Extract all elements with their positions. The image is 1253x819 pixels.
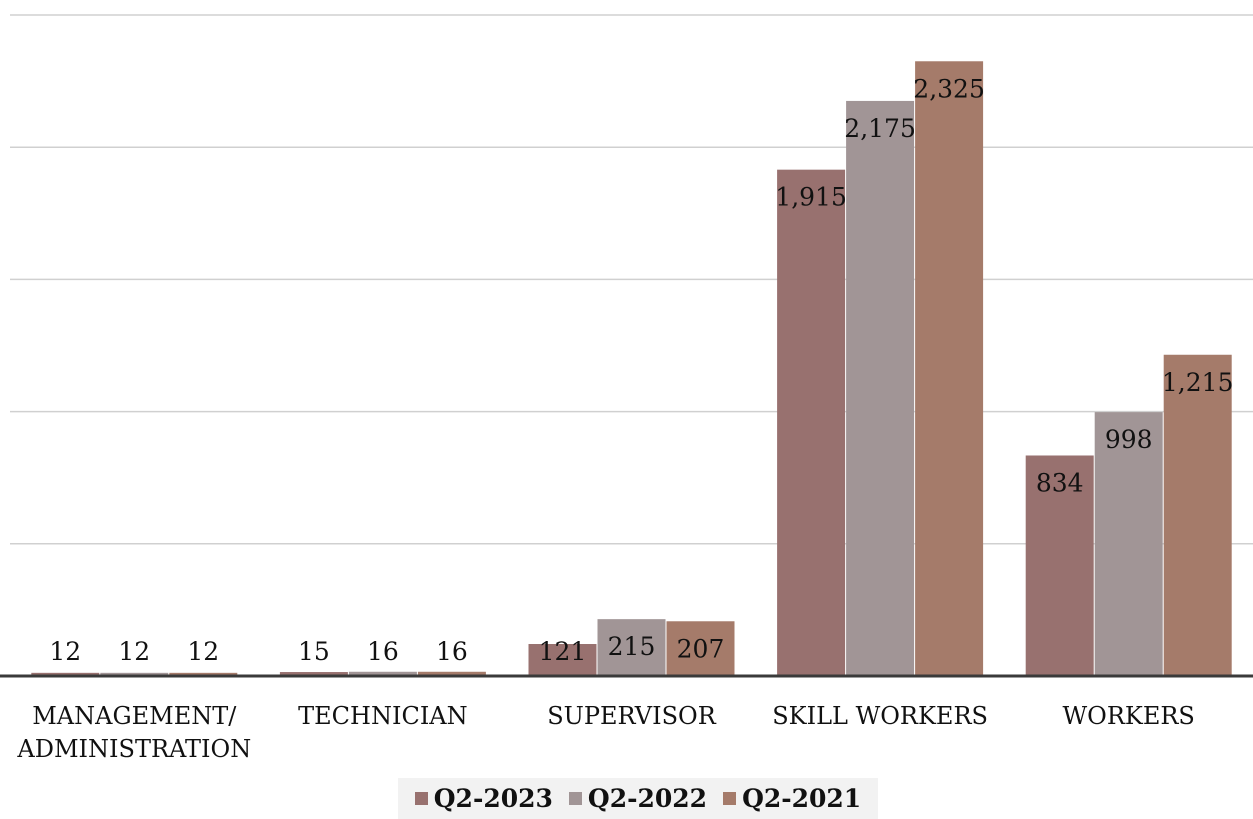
bar	[1025, 455, 1094, 676]
category-label: SKILL WORKERS	[772, 702, 988, 730]
bar	[846, 100, 915, 677]
data-label: 2,325	[913, 74, 985, 103]
bar	[100, 672, 169, 676]
data-label: 12	[118, 637, 150, 666]
data-label: 1,915	[775, 183, 847, 212]
category-label: WORKERS	[1063, 702, 1195, 730]
bar	[666, 621, 735, 676]
legend-item: Q2-2022	[568, 784, 708, 813]
bar	[915, 61, 984, 676]
legend-label: Q2-2022	[587, 784, 708, 813]
data-label: 12	[187, 637, 219, 666]
bar-chart: 12 12 12 MANAGEMENT/ADMINISTRATION 15 16 16 TEC…	[0, 14, 1253, 763]
category-label: SUPERVISOR	[547, 702, 716, 730]
data-label: 207	[677, 634, 725, 663]
legend-label: Q2-2021	[742, 784, 862, 813]
category-label: MANAGEMENT/ADMINISTRATION	[16, 702, 251, 763]
legend-item: Q2-2023	[414, 784, 553, 813]
legend-swatch	[568, 792, 582, 805]
bar	[1094, 412, 1163, 676]
data-label: 15	[298, 637, 330, 666]
data-label: 998	[1105, 425, 1153, 454]
data-label: 12	[49, 637, 81, 666]
bar	[1163, 354, 1232, 676]
bar	[777, 169, 846, 676]
data-label: 834	[1036, 468, 1084, 497]
bar	[31, 672, 100, 676]
data-label: 121	[539, 637, 587, 666]
data-label: 16	[436, 637, 468, 666]
data-label: 16	[367, 637, 399, 666]
data-label: 1,215	[1162, 368, 1234, 397]
bar	[279, 672, 348, 676]
bar	[169, 672, 238, 676]
legend-item: Q2-2021	[723, 784, 861, 813]
category-label: TECHNICIAN	[298, 702, 467, 730]
bar	[417, 671, 486, 676]
bar	[528, 644, 597, 676]
legend-swatch	[723, 792, 737, 805]
data-label: 2,175	[844, 114, 916, 143]
data-label: 215	[608, 632, 656, 661]
legend-swatch	[414, 792, 428, 805]
bar	[348, 671, 417, 676]
legend-label: Q2-2023	[433, 784, 553, 813]
legend: Q2-2023 Q2-2022 Q2-2021	[398, 778, 878, 819]
bar	[597, 619, 666, 676]
